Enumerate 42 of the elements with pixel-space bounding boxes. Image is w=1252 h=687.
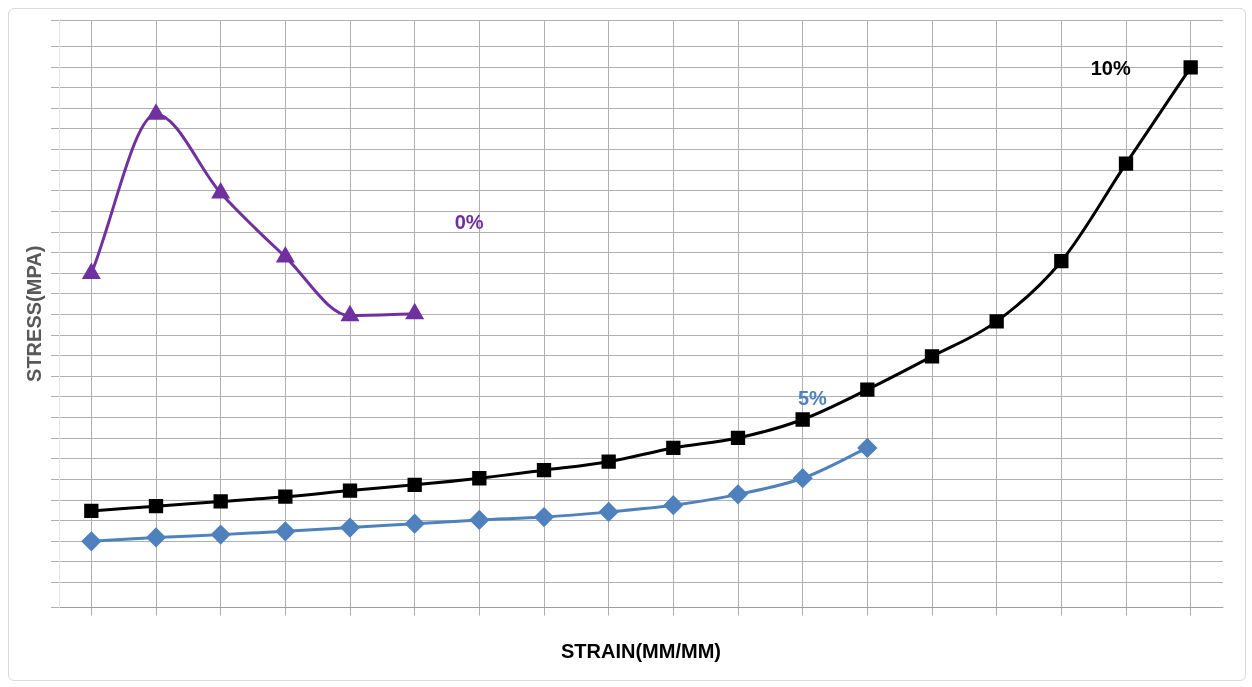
point <box>472 471 487 486</box>
point <box>213 494 228 509</box>
point <box>601 454 616 469</box>
point <box>82 264 100 280</box>
text: 10% <box>1090 56 1131 79</box>
point <box>342 483 358 498</box>
point <box>534 507 554 527</box>
point <box>341 306 359 322</box>
point <box>146 527 166 547</box>
point <box>148 499 164 514</box>
point <box>1118 156 1134 171</box>
point <box>793 468 813 488</box>
text: 0% <box>454 211 484 234</box>
point <box>857 438 877 458</box>
text: 5% <box>797 387 827 410</box>
point <box>212 183 230 199</box>
point <box>1183 60 1198 75</box>
point <box>730 430 746 446</box>
point <box>147 104 165 120</box>
point <box>84 503 99 519</box>
point <box>795 412 810 427</box>
point <box>278 489 293 504</box>
point <box>728 484 748 504</box>
point <box>407 477 422 493</box>
point <box>989 314 1004 329</box>
point <box>1054 254 1069 269</box>
x-axis-title: STRAIN(MM/MM) <box>561 639 721 662</box>
y-axis-title: STRESS(MPA) <box>22 245 45 382</box>
point <box>81 531 101 551</box>
point <box>536 463 552 478</box>
point <box>663 495 683 515</box>
point <box>924 349 940 364</box>
point <box>276 247 294 263</box>
point <box>599 502 619 522</box>
point <box>211 525 231 545</box>
point <box>340 518 360 538</box>
point <box>666 440 681 456</box>
point <box>405 514 425 534</box>
point <box>469 510 489 530</box>
point <box>860 382 875 397</box>
point <box>275 521 295 541</box>
point <box>406 304 424 320</box>
